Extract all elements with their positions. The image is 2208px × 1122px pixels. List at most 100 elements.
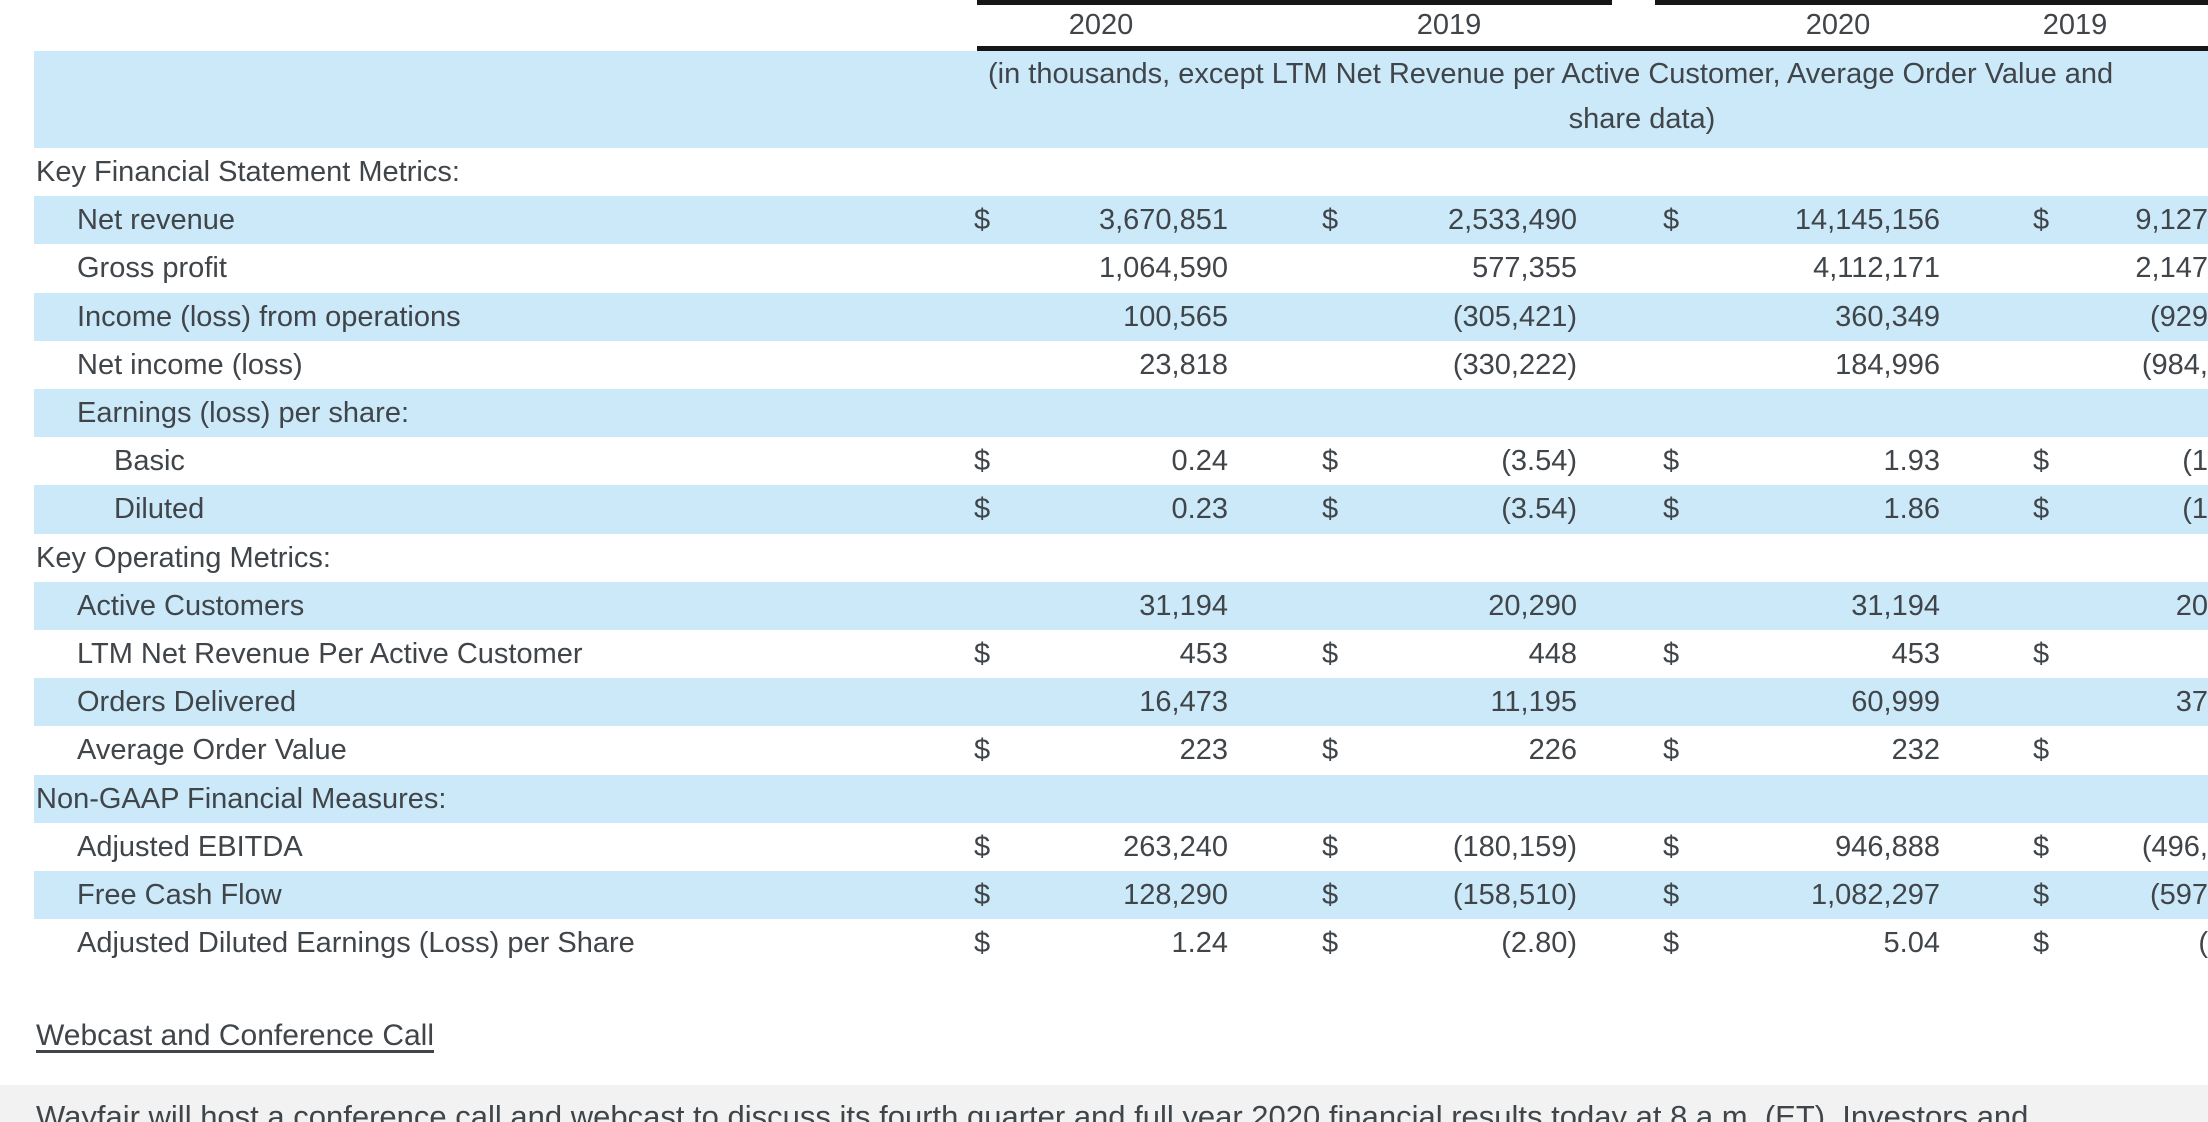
dollar-sign: $ (2033, 879, 2050, 911)
header-underline-rule (977, 46, 2208, 51)
cell-value: 20,290 (1488, 589, 1577, 622)
dollar-sign: $ (1322, 493, 1339, 526)
dollar-sign: $ (1663, 927, 1680, 960)
cell-value: 31,194 (1139, 589, 1228, 622)
dollar-sign: $ (1322, 204, 1339, 237)
dollar-sign: $ (1663, 734, 1680, 767)
cell-value: 9,127 (2135, 204, 2208, 237)
dollar-sign: $ (1322, 830, 1339, 863)
row-label: Average Order Value (77, 734, 347, 767)
row-label: Adjusted Diluted Earnings (Loss) per Sha… (77, 927, 635, 960)
dollar-sign: $ (1322, 638, 1339, 670)
metric-row: Income (loss) from operations 100,565 (305… (34, 292, 2208, 341)
metric-row: Net income (loss) 23,818 (330,222) 184,996 (… (34, 341, 2208, 389)
metric-row: Gross profit 1,064,590 577,355 4,112,171 2,1… (34, 244, 2208, 292)
dollar-sign: $ (2033, 445, 2050, 478)
row-label: Net revenue (77, 204, 235, 237)
cell-value: 232 (1891, 734, 1940, 767)
dollar-sign: $ (1663, 638, 1680, 670)
column-header-year: 2020 (1805, 9, 1871, 41)
metric-row: Free Cash Flow $128,290 $ (158,510) $1,082,2… (34, 871, 2208, 920)
dollar-sign: $ (974, 638, 991, 670)
metric-row: Key Operating Metrics: (34, 534, 2208, 582)
dollar-sign: $ (1322, 927, 1339, 960)
dollar-sign: $ (1663, 879, 1680, 911)
cell-value: 577,355 (1472, 252, 1577, 285)
cell-value: 14,145,156 (1794, 204, 1940, 237)
column-header-year: 2019 (1416, 9, 1482, 41)
cell-value: 100,565 (1123, 300, 1228, 333)
row-label: Free Cash Flow (77, 879, 282, 911)
cell-value: 60,999 (1851, 686, 1940, 719)
cell-value: 448 (1528, 638, 1577, 670)
row-label: Basic (114, 445, 185, 478)
cell-value: 5.04 (1883, 927, 1940, 960)
dollar-sign: $ (2033, 734, 2050, 767)
cell-value: 4,112,171 (1813, 252, 1940, 285)
row-label: Diluted (114, 493, 205, 526)
dollar-sign: $ (974, 734, 991, 767)
metric-row: Orders Delivered 16,473 11,195 60,999 37 (34, 678, 2208, 727)
dollar-sign: $ (974, 879, 991, 911)
dollar-sign: $ (2033, 927, 2050, 960)
cell-value: 0.23 (1171, 493, 1228, 526)
row-label: Earnings (loss) per share: (77, 397, 410, 429)
row-label: Non-GAAP Financial Measures: (36, 782, 447, 815)
cell-value: 11,195 (1490, 686, 1577, 719)
metric-row: Net revenue $3,670,851 $2,533,490 $14,145,1… (34, 196, 2208, 245)
cell-value: 23,818 (1139, 348, 1228, 381)
units-note-line2: share data) (1568, 103, 1716, 135)
metric-row: Key Financial Statement Metrics: (34, 148, 2208, 196)
dollar-sign: $ (974, 830, 991, 863)
cell-value: 2,147 (2135, 252, 2208, 285)
metric-row: Basic $0.24 $ (3.54) $1.93 $ (1 (34, 437, 2208, 485)
dollar-sign: $ (1663, 204, 1680, 237)
cell-value: (597 (2149, 879, 2208, 911)
cell-value: 2,533,490 (1447, 204, 1577, 237)
cell-value: 128,290 (1123, 879, 1228, 911)
metric-row: LTM Net Revenue Per Active Customer $453 $… (34, 630, 2208, 678)
dollar-sign: $ (974, 927, 991, 960)
cell-value: (3.54) (1501, 493, 1577, 526)
metric-row: Adjusted EBITDA $263,240 $ (180,159) $946,88… (34, 823, 2208, 871)
cell-value: (180,159) (1452, 830, 1577, 863)
cell-value: (158,510) (1452, 879, 1577, 911)
cell-value: 1,064,590 (1098, 252, 1228, 285)
cell-value: (1 (2182, 493, 2208, 526)
cell-value: 453 (1179, 638, 1228, 670)
dollar-sign: $ (1663, 830, 1680, 863)
cell-value: (3.54) (1501, 445, 1577, 478)
column-header-year: 2019 (2042, 9, 2108, 41)
row-label: LTM Net Revenue Per Active Customer (77, 638, 583, 670)
dollar-sign: $ (974, 493, 991, 526)
row-label: Key Operating Metrics: (36, 541, 331, 574)
dollar-sign: $ (1322, 734, 1339, 767)
dollar-sign: $ (974, 204, 991, 237)
row-label: Income (loss) from operations (77, 300, 461, 333)
units-note-band: (in thousands, except LTM Net Revenue pe… (34, 51, 2208, 148)
cell-value: 0.24 (1171, 445, 1228, 478)
webcast-section-heading: Webcast and Conference Call (36, 1019, 434, 1052)
dollar-sign: $ (2033, 638, 2050, 670)
cell-value: 946,888 (1835, 830, 1940, 863)
header-rule-right-segment (1655, 0, 2208, 5)
metric-row: Diluted $0.23 $ (3.54) $1.86 $ (1 (34, 485, 2208, 534)
cell-value: 1.86 (1883, 493, 1940, 526)
dollar-sign: $ (1322, 445, 1339, 478)
metric-row: Adjusted Diluted Earnings (Loss) per Sha… (34, 919, 2208, 967)
row-label: Net income (loss) (77, 348, 303, 381)
row-label: Active Customers (77, 589, 305, 622)
dollar-sign: $ (1663, 493, 1680, 526)
row-label: Gross profit (77, 252, 227, 285)
row-label: Orders Delivered (77, 686, 297, 719)
dollar-sign: $ (2033, 493, 2050, 526)
cell-value: (1 (2182, 445, 2208, 478)
cell-value: (2.80) (1501, 927, 1577, 960)
cell-value: 37 (2175, 686, 2208, 719)
dollar-sign: $ (1322, 879, 1339, 911)
header-rule-left-segment (977, 0, 1612, 5)
cell-value: 20 (2175, 589, 2208, 622)
cell-value: 360,349 (1835, 300, 1940, 333)
cell-value: 223 (1179, 734, 1228, 767)
units-note-line1: (in thousands, except LTM Net Revenue pe… (988, 58, 2114, 90)
